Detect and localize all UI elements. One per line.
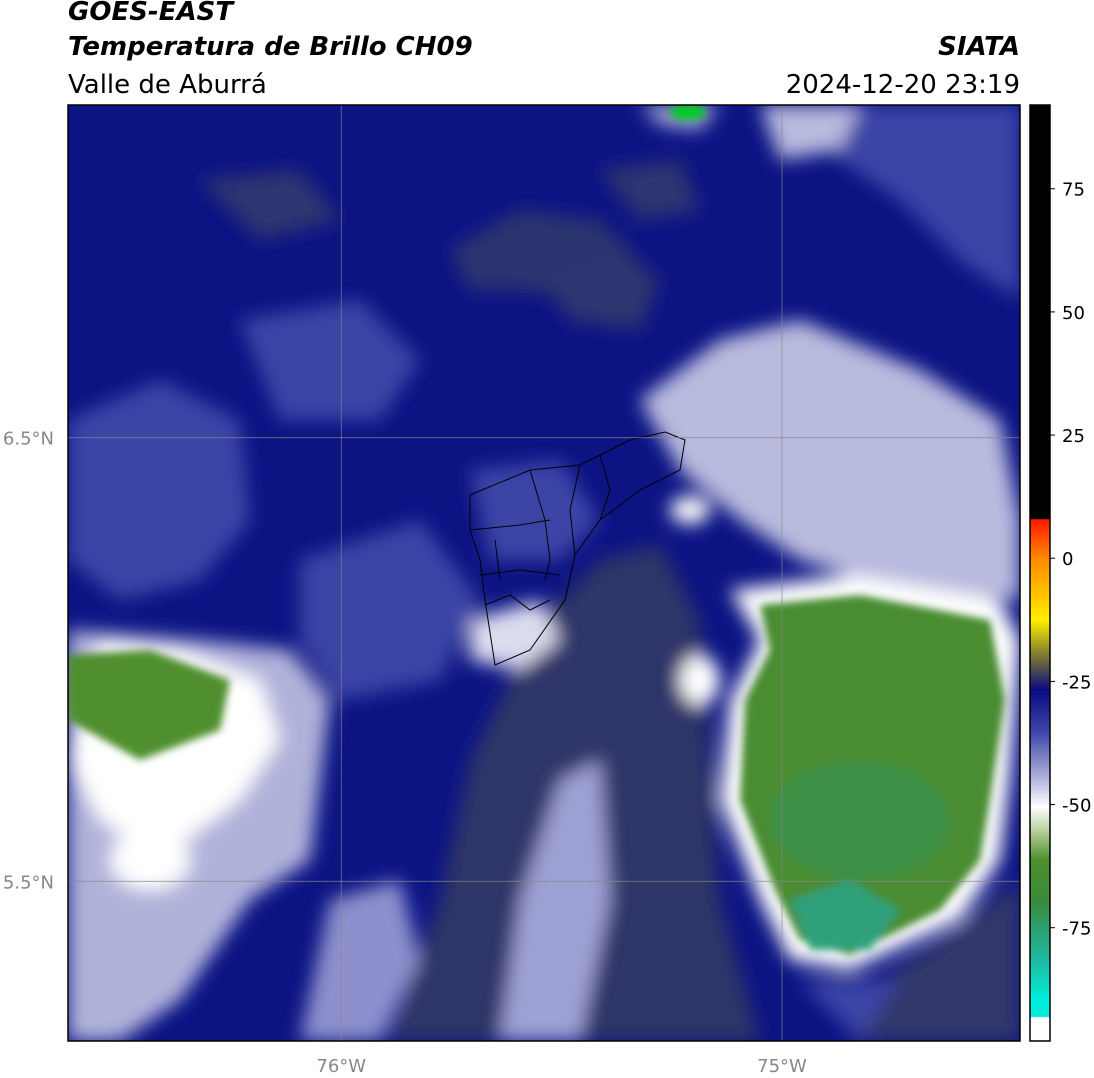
colorbar-tick-label: 75	[1062, 180, 1085, 201]
title-line2: Temperatura de Brillo CH09	[68, 32, 473, 62]
timestamp: 2024-12-20 23:19	[786, 70, 1020, 100]
x-tick-label: 76°W	[316, 1056, 366, 1077]
colorbar-tick-label: -25	[1062, 672, 1091, 693]
colorbar-tick-label: 25	[1062, 426, 1085, 447]
colorbar	[1029, 104, 1051, 1042]
colorbar-tick-label: -75	[1062, 919, 1091, 940]
colorbar-tick-label: 0	[1062, 549, 1073, 570]
agency: SIATA	[938, 32, 1020, 62]
title-line3: Valle de Aburrá	[68, 70, 267, 100]
colorbar-tick-label: 50	[1062, 303, 1085, 324]
map-frame	[67, 104, 1021, 1042]
title-line1: GOES-EAST	[68, 0, 235, 27]
y-tick-label: 5.5°N	[3, 872, 54, 893]
colorbar-tick-label: -50	[1062, 796, 1091, 817]
satellite-image	[68, 105, 1020, 1041]
municipal-boundaries	[469, 431, 686, 666]
y-tick-label: 6.5°N	[3, 429, 54, 450]
x-tick-label: 75°W	[757, 1056, 807, 1077]
